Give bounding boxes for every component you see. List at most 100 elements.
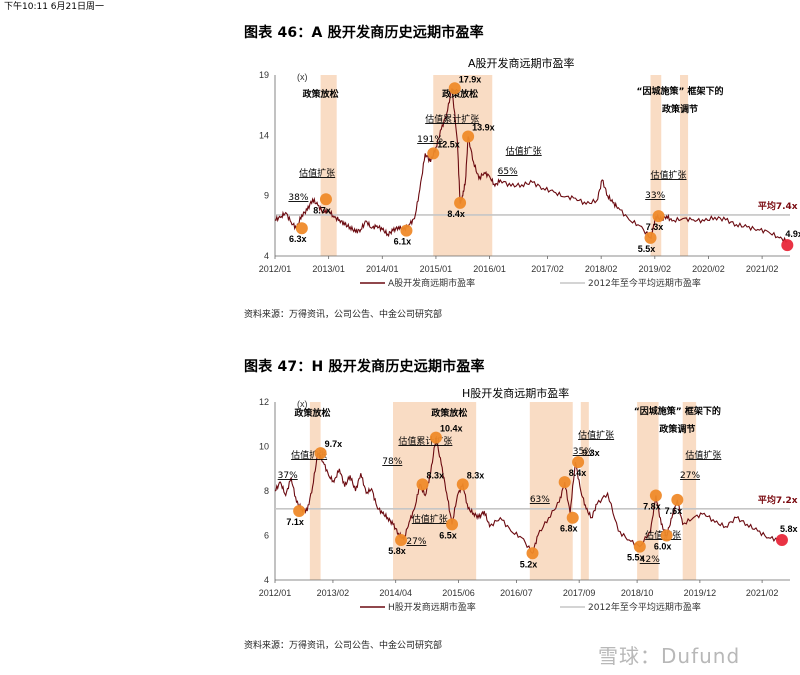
average-label: 平均7.4x xyxy=(758,200,798,212)
point-marker xyxy=(446,518,459,531)
point-label: 7.6x xyxy=(665,506,683,516)
x-tick-label: 2013/02 xyxy=(317,588,350,598)
chart-h-plot: 4 6 8 10 12 (x) 2012/01 2013/02 2014/04 2015/06 20… xyxy=(259,397,798,613)
latest-marker xyxy=(781,239,794,252)
unit-label: (x) xyxy=(297,72,308,82)
figure-47-source: 资料来源：万得资讯，公司公告、中金公司研究部 xyxy=(244,641,443,651)
point-label: 10.4x xyxy=(440,424,463,434)
point-label: 5.8x xyxy=(388,546,406,556)
point-marker xyxy=(319,193,332,206)
point-label: 7.3x xyxy=(646,222,664,232)
point-marker xyxy=(462,130,475,143)
x-tick-label: 2021/02 xyxy=(746,588,779,598)
legend-label-series: A股开发商远期市盈率 xyxy=(388,277,475,289)
x-tick-label: 2018/10 xyxy=(621,588,654,598)
point-marker xyxy=(293,505,306,518)
point-marker xyxy=(454,196,467,209)
x-tick-label: 2016/07 xyxy=(500,588,533,598)
policy-band xyxy=(309,402,321,580)
annotation-text: 191% xyxy=(417,135,443,145)
figure-46-source: 资料来源：万得资讯，公司公告、中金公司研究部 xyxy=(244,310,443,320)
band-label: 政策放松 xyxy=(431,407,467,419)
point-marker xyxy=(644,231,657,244)
point-marker xyxy=(558,476,571,489)
point-label: 4.9x xyxy=(785,229,800,239)
y-tick-label: 19 xyxy=(259,70,269,80)
legend-label-average: 2012年至今平均远期市盈率 xyxy=(588,601,701,613)
legend-label-series: H股开发商远期市盈率 xyxy=(388,601,476,613)
annotation-text: 27% xyxy=(406,537,426,547)
annotation-text: 估值扩张 xyxy=(578,429,614,441)
annotation-text: 38% xyxy=(288,193,308,203)
x-tick-label: 2012/01 xyxy=(259,588,292,598)
point-label: 8.3x xyxy=(427,470,445,480)
y-tick-label: 9 xyxy=(264,191,269,201)
point-label: 5.5x xyxy=(627,553,645,563)
point-label: 9.3x xyxy=(582,448,600,458)
point-label: 5.2x xyxy=(520,559,538,569)
policy-band xyxy=(680,75,689,256)
point-marker xyxy=(649,489,662,502)
annotation-text: 33% xyxy=(645,191,665,201)
chart-a-title: A股开发商远期市盈率 xyxy=(468,57,575,70)
point-label: 7.1x xyxy=(286,517,304,527)
point-label: 6.0x xyxy=(654,542,672,552)
point-marker xyxy=(429,431,442,444)
annotation-text: 35% xyxy=(573,447,593,457)
point-label: 12.5x xyxy=(437,139,460,149)
watermark-text: 雪球：Dufund xyxy=(598,644,741,668)
unit-label: (x) xyxy=(297,399,308,409)
x-tick-label: 2018/02 xyxy=(585,264,618,274)
band-label: 政策放松 xyxy=(295,407,331,419)
y-tick-label: 14 xyxy=(259,130,269,140)
point-label: 9.7x xyxy=(325,439,343,449)
x-tick-label: 2019/02 xyxy=(639,264,672,274)
x-tick-label: 2012/01 xyxy=(259,264,292,274)
y-tick-label: 8 xyxy=(264,486,269,496)
point-marker xyxy=(427,147,440,160)
point-marker xyxy=(526,547,539,560)
point-label: 6.5x xyxy=(439,530,457,540)
y-tick-label: 10 xyxy=(259,442,269,452)
x-tick-label: 2021/02 xyxy=(746,264,779,274)
point-label: 6.1x xyxy=(394,237,412,247)
y-tick-label: 6 xyxy=(264,531,269,541)
point-label: 5.8x xyxy=(780,524,798,534)
annotation-text: 37% xyxy=(278,471,298,481)
x-tick-label: 2017/09 xyxy=(563,588,596,598)
x-tick-label: 2013/01 xyxy=(312,264,345,274)
band-label: 政策调节 xyxy=(659,423,695,435)
figure-47-title: 图表 47：H 股开发商历史远期市盈率 xyxy=(244,359,485,375)
point-marker xyxy=(566,511,579,524)
annotation-text: 估值累计扩张 xyxy=(425,113,479,125)
annotation-text: 63% xyxy=(530,495,550,505)
point-marker xyxy=(633,540,646,553)
point-marker xyxy=(314,447,327,460)
annotation-text: 估值累计扩张 xyxy=(398,435,452,447)
annotation-text: 65% xyxy=(498,167,518,177)
point-marker xyxy=(572,456,585,469)
point-label: 7.8x xyxy=(643,501,661,511)
y-tick-label: 12 xyxy=(259,397,269,407)
band-label: 政策放松 xyxy=(303,88,339,100)
point-label: 8.7x xyxy=(313,205,331,215)
chart-a-plot: 4 9 14 19 (x) 2012/01 2013/01 2014/01 2015/01 201… xyxy=(259,70,800,289)
policy-band xyxy=(393,402,477,580)
x-tick-label: 2016/01 xyxy=(473,264,506,274)
chart-h-title: H股开发商远期市盈率 xyxy=(462,387,570,400)
x-tick-label: 2015/06 xyxy=(442,588,475,598)
point-marker xyxy=(456,478,469,491)
point-label: 17.9x xyxy=(459,74,482,84)
annotation-text: 42% xyxy=(640,555,660,565)
band-label: 政策调节 xyxy=(662,103,698,115)
point-label: 5.5x xyxy=(638,244,656,254)
point-label: 8.4x xyxy=(447,209,465,219)
annotation-text: 估值扩张 xyxy=(651,169,687,181)
point-label: 13.9x xyxy=(472,123,495,133)
point-marker xyxy=(652,210,665,223)
annotation-text: 估值扩张 xyxy=(412,513,448,525)
latest-marker xyxy=(775,533,788,546)
policy-band xyxy=(580,402,589,580)
point-marker xyxy=(671,493,684,506)
x-tick-label: 2015/01 xyxy=(420,264,453,274)
